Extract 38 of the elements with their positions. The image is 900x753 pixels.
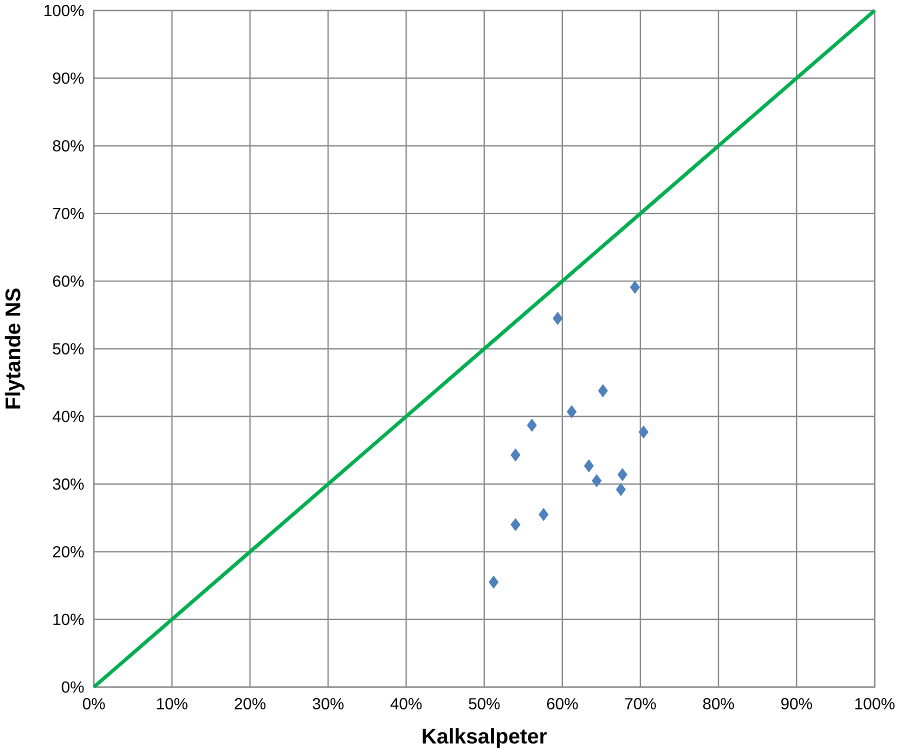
y-tick-label: 30% [52, 478, 84, 490]
point [510, 448, 520, 462]
x-tick-label: 40% [390, 698, 422, 710]
y-tick-label: 20% [53, 546, 84, 558]
y-tick-label: 70% [53, 208, 84, 220]
point [552, 312, 563, 325]
x-tick-label: 90% [781, 698, 812, 710]
x-tick-label: 30% [312, 698, 344, 710]
x-tick-label: 60% [547, 698, 578, 710]
point [584, 460, 594, 472]
point [488, 576, 499, 589]
point [598, 384, 608, 398]
point [616, 483, 626, 496]
point [538, 508, 548, 522]
x-tick-label: 0% [82, 698, 105, 710]
point [618, 468, 628, 482]
y-axis-title: Flytande NS [4, 288, 25, 409]
x-tick-label: 20% [234, 698, 266, 710]
point [592, 474, 602, 488]
y-tick-label: 80% [52, 140, 84, 152]
point [510, 518, 520, 532]
y-tick-label: 40% [52, 410, 84, 422]
x-tick-label: 100% [855, 698, 895, 710]
y-tick-label: 10% [53, 614, 84, 626]
x-tick-label: 70% [625, 698, 656, 710]
y-tick-label: 50% [52, 343, 84, 355]
x-tick-label: 50% [468, 698, 500, 710]
x-tick-label: 80% [703, 698, 734, 710]
point [526, 418, 537, 432]
y-tick-label: 60% [53, 276, 84, 287]
x-tick-label: 10% [157, 698, 188, 710]
y-tick-label: 100% [44, 5, 84, 16]
y-tick-label: 90% [53, 72, 84, 84]
point [638, 426, 648, 439]
point [566, 405, 577, 418]
x-axis-title: Kalksalpeter [422, 728, 547, 748]
y-tick-label: 0% [62, 682, 84, 693]
point [630, 280, 640, 294]
